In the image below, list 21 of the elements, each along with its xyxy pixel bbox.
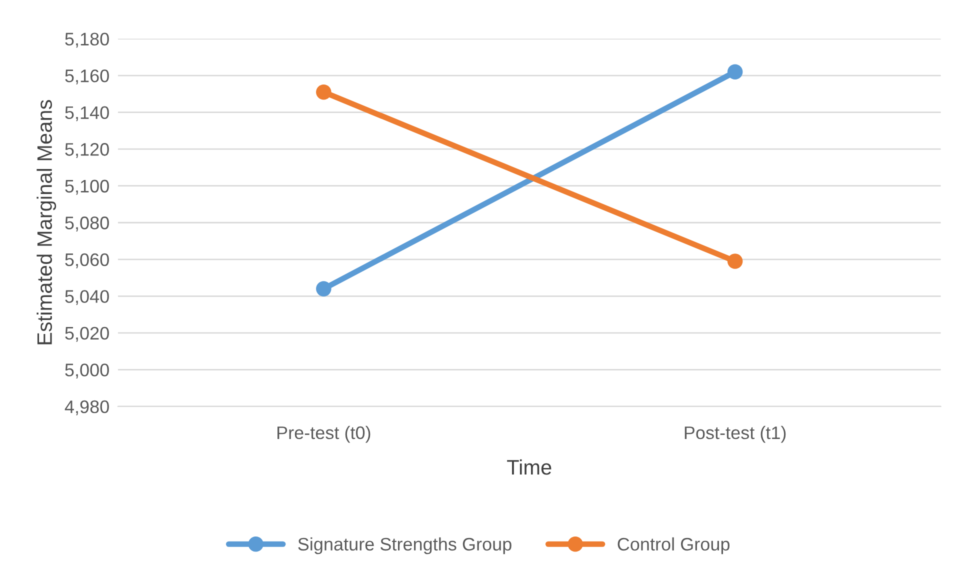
y-tick-label: 5,100 xyxy=(65,180,109,195)
point xyxy=(727,64,743,80)
point xyxy=(727,254,743,269)
y-tick-label: 5,000 xyxy=(65,364,109,379)
y-tick-label: 5,080 xyxy=(65,216,109,232)
x-tick-label: Post-test (t1) xyxy=(684,426,786,443)
y-tick-label: 5,060 xyxy=(65,253,109,268)
y-tick-label: 5,180 xyxy=(65,32,109,48)
y-tick-label: 5,040 xyxy=(65,290,109,306)
y-tick-label: 4,980 xyxy=(64,400,109,416)
y-axis-title: Estimated Marginal Means xyxy=(36,100,56,344)
y-tick-label: 5,140 xyxy=(65,106,109,122)
y-tick-label: 5,120 xyxy=(65,143,109,158)
y-tick-label: 5,020 xyxy=(65,326,109,342)
x-tick-label: Pre-test (t0) xyxy=(277,426,370,443)
point xyxy=(316,281,332,296)
x-axis-title: Time xyxy=(507,459,552,475)
legend-label: Signature Strengths Group xyxy=(298,537,512,554)
point xyxy=(316,84,332,100)
legend-label: Control Group xyxy=(618,537,730,554)
y-tick-label: 5,160 xyxy=(65,69,109,84)
